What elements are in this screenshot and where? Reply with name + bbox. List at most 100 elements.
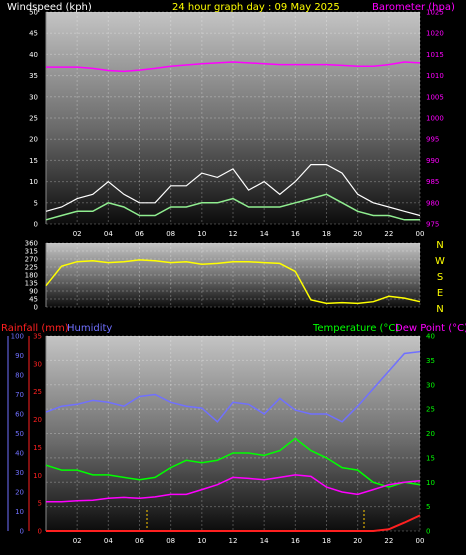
temperature-tick-label: 0	[426, 528, 430, 536]
wind-average-line	[45, 193, 420, 221]
barometer-tick-label: 995	[426, 136, 439, 144]
direction-tick-label: 315	[25, 248, 38, 256]
x-tick-label: 22	[384, 230, 393, 238]
compass-label: E	[437, 288, 443, 299]
x-tick-label: 18	[322, 230, 331, 238]
humidity-tick-label: 90	[15, 352, 24, 360]
barometer-line	[46, 61, 421, 73]
barometer-tick-label: 1000	[426, 115, 444, 123]
wind-tick-label: 35	[29, 72, 38, 80]
humidity-tick-label: 100	[11, 333, 24, 341]
direction-tick-label: 90	[29, 288, 38, 296]
humidity-tick-label: 80	[15, 372, 24, 380]
humidity-tick-label: 30	[15, 469, 24, 477]
x-tick-label: 14	[260, 537, 269, 545]
x-tick-label: 14	[260, 230, 269, 238]
humidity-tick-label: 20	[15, 489, 24, 497]
compass-label: N	[436, 240, 443, 251]
x-tick-label: 00	[416, 537, 425, 545]
x-tick-label: 12	[229, 230, 238, 238]
direction-tick-label: 0	[34, 304, 38, 312]
wind-tick-label: 30	[29, 93, 38, 101]
direction-tick-label: 180	[25, 272, 38, 280]
humidity-tick-label: 40	[15, 450, 24, 458]
x-tick-label: 22	[384, 537, 393, 545]
direction-plot-area	[46, 243, 420, 307]
barometer-tick-label: 975	[426, 221, 439, 229]
wind-plot-area	[46, 12, 420, 224]
humidity-tick-label: 0	[20, 528, 24, 536]
x-tick-label: 18	[322, 537, 331, 545]
humidity-tick-label: 60	[15, 411, 24, 419]
wind-gust-line	[45, 164, 421, 217]
dewpoint-axis-label: Dew Point (°C)	[395, 323, 466, 334]
rainfall-tick-label: 25	[33, 388, 42, 396]
humidity-tick-label: 70	[15, 391, 24, 399]
x-tick-label: 16	[291, 230, 300, 238]
rainfall-tick-label: 30	[33, 360, 42, 368]
barometer-tick-label: 985	[426, 178, 439, 186]
x-tick-label: 00	[416, 230, 425, 238]
temperature-tick-label: 40	[426, 333, 435, 341]
x-tick-label: 20	[353, 230, 362, 238]
wind-tick-label: 10	[29, 178, 38, 186]
compass-label: W	[435, 256, 445, 267]
barometer-tick-label: 1005	[426, 93, 444, 101]
rainfall-axis-label: Rainfall (mm)	[1, 323, 69, 334]
x-tick-label: 06	[135, 230, 144, 238]
barometer-tick-label: 980	[426, 199, 439, 207]
compass-label: S	[437, 272, 443, 283]
x-tick-label: 10	[197, 537, 206, 545]
barometer-tick-label: 1015	[426, 51, 444, 59]
direction-tick-label: 360	[25, 240, 38, 248]
x-tick-label: 04	[104, 537, 113, 545]
rain-markers	[146, 510, 365, 528]
temperature-line	[45, 437, 421, 488]
barometer-tick-label: 1025	[426, 9, 444, 17]
temperature-tick-label: 5	[426, 503, 430, 511]
rainfall-tick-label: 20	[33, 416, 42, 424]
x-tick-label: 02	[73, 537, 82, 545]
barometer-tick-label: 990	[426, 157, 439, 165]
humidity-tick-label: 50	[15, 430, 24, 438]
x-tick-label: 06	[135, 537, 144, 545]
rainfall-tick-label: 35	[33, 333, 42, 341]
wind-direction-line	[45, 259, 421, 305]
x-tick-label: 04	[104, 230, 113, 238]
wind-tick-label: 25	[29, 115, 38, 123]
x-tick-label: 10	[197, 230, 206, 238]
graph-title: 24 hour graph day : 09 May 2025	[172, 2, 340, 13]
rainfall-tick-label: 0	[38, 528, 42, 536]
wind-tick-label: 15	[29, 157, 38, 165]
temperature-tick-label: 20	[426, 430, 435, 438]
x-tick-label: 16	[291, 537, 300, 545]
wind-tick-label: 20	[29, 136, 38, 144]
barometer-axis-label: Barometer (hpa)	[372, 2, 455, 13]
rainfall-line	[46, 514, 421, 532]
wind-tick-label: 45	[29, 30, 38, 38]
humidity-axis-label: Humidity	[67, 323, 112, 334]
rainfall-tick-label: 15	[33, 444, 42, 452]
temperature-tick-label: 10	[426, 479, 435, 487]
x-tick-label: 20	[353, 537, 362, 545]
temperature-tick-label: 25	[426, 406, 435, 414]
wind-tick-label: 50	[29, 9, 38, 17]
direction-tick-label: 270	[25, 256, 38, 264]
wind-tick-label: 40	[29, 51, 38, 59]
wind-axis-label: Windspeed (kph)	[7, 2, 92, 13]
wind-tick-label: 0	[34, 221, 38, 229]
x-tick-label: 12	[229, 537, 238, 545]
direction-tick-label: 45	[29, 296, 38, 304]
x-tick-label: 08	[166, 230, 175, 238]
data-series	[45, 61, 421, 532]
temperature-tick-label: 35	[426, 357, 435, 365]
compass-label: N	[436, 304, 443, 315]
grid-lines	[46, 11, 421, 532]
axes	[7, 12, 47, 531]
direction-tick-label: 135	[25, 280, 38, 288]
temperature-axis-label: Temperature (°C)	[312, 323, 399, 334]
dewpoint-line	[46, 474, 421, 503]
